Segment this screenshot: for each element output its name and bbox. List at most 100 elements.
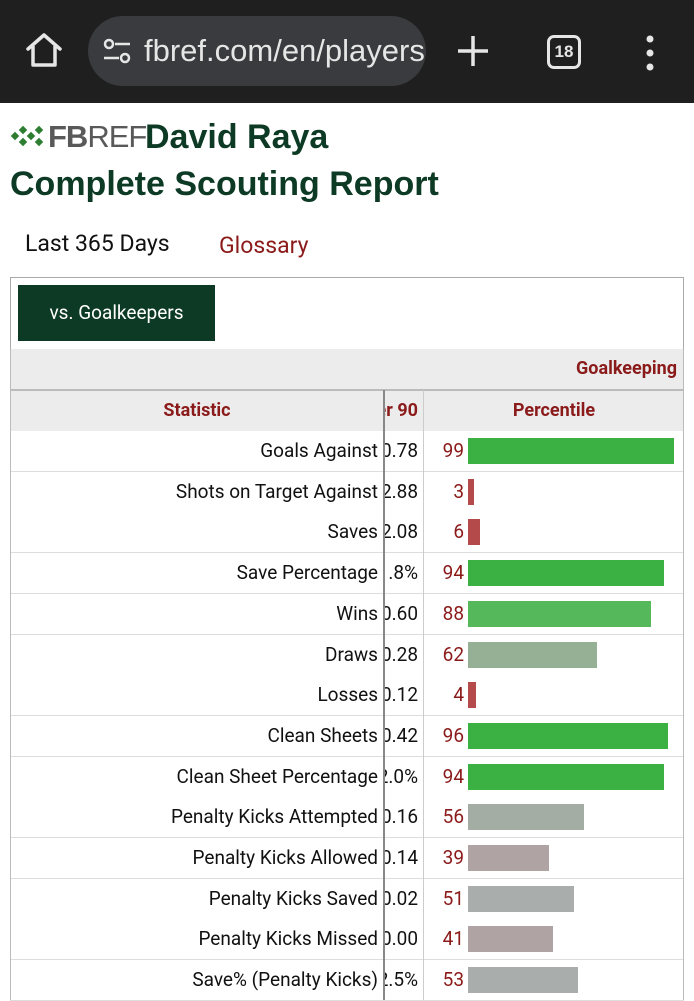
table-row: Draws 0.28 62 [10,634,684,676]
table-row: Clean Sheet Percentage42.0% 94 [10,756,684,798]
per90-value: 0.14 [384,846,418,869]
header-statistic[interactable]: Statistic [163,400,231,421]
per90-cell: 42.0% [384,757,424,797]
stat-name[interactable]: Losses [317,683,378,707]
per90-value: 71.8% [384,561,418,585]
browser-toolbar: fbref.com/en/players/ 18 [0,0,694,103]
group-label: Goalkeeping [576,358,677,379]
table-right-border [683,349,684,1000]
per90-value: 0.42 [384,723,418,747]
header-percentile[interactable]: Percentile [512,400,596,421]
percentile-bar [468,641,597,668]
stat-name[interactable]: Goals Against [260,439,378,462]
per90-cell: 2.88 [384,472,424,512]
per90-cell: 0.12 [384,675,424,715]
header-per90[interactable]: Per 90 [384,400,418,421]
per90-cell: 0.60 [384,594,424,634]
stat-name[interactable]: Clean Sheet Percentage [176,764,378,788]
percentile-value: 56 [442,805,464,829]
per90-cell: 0.28 [384,635,424,675]
per90-cell: 0.00 [384,919,424,959]
address-bar[interactable]: fbref.com/en/players/ [88,16,426,86]
percentile-bar [468,926,553,953]
per90-cell: 2.08 [384,512,424,552]
page-title: Complete Scouting Report [10,165,439,203]
vs-goalkeepers-button[interactable]: vs. Goalkeepers [18,285,215,341]
tab-switcher-button[interactable]: 18 [547,35,581,69]
stat-name[interactable]: Shots on Target Against [175,479,378,503]
group-header-row: Goalkeeping [10,349,684,390]
table-left-border [10,390,11,1000]
table-row: Goals Against 0.78 99 [10,431,684,472]
percentile-value: 62 [442,642,464,666]
per90-value: 2.88 [384,479,418,503]
table-row: Shots on Target Against 2.88 3 [10,471,684,513]
more-vert-icon[interactable] [640,33,660,73]
percentile-value: 94 [442,764,464,788]
stat-name[interactable]: Wins [336,601,378,625]
stat-name[interactable]: Draws [325,642,378,666]
percentile-bar [468,763,664,790]
url-text[interactable]: fbref.com/en/players/ [144,33,426,68]
table-row: Wins 0.60 88 [10,593,684,635]
per90-value: 0.12 [384,683,418,707]
percentile-bar [468,967,578,994]
per90-cell: 0.02 [384,879,424,919]
percentile-bar [468,804,584,831]
table-row: Saves 2.08 6 [10,512,684,554]
percentile-value: 94 [442,561,464,585]
per90-value: 0.02 [384,886,418,910]
table-row: Clean Sheets 0.42 96 [10,715,684,757]
fbref-logo-text[interactable]: FBREF [48,119,147,154]
per90-cell: 0.14 [384,838,424,878]
per90-value: 12.5% [384,968,418,992]
plus-icon[interactable] [456,34,490,68]
percentile-value: 41 [442,927,464,951]
percentile-bar [468,682,476,709]
percentile-bar [468,438,674,464]
percentile-value: 4 [453,683,464,707]
percentile-value: 51 [442,886,464,910]
per90-cell: 0.16 [384,797,424,837]
stat-name[interactable]: Penalty Kicks Attempted [170,805,378,829]
glossary-link[interactable]: Glossary [219,232,309,259]
stat-name[interactable]: Clean Sheets [267,723,378,747]
percentile-bar [468,885,574,912]
table-row: Penalty Kicks Missed 0.00 41 [10,919,684,961]
per90-cell: 12.5% [384,960,424,1000]
percentile-bar [468,560,664,587]
per90-value: 2.08 [384,520,418,544]
per90-value: 0.16 [384,805,418,829]
table-row: Penalty Kicks Saved 0.02 51 [10,878,684,920]
percentile-bar [468,845,549,871]
stat-name[interactable]: Penalty Kicks Allowed [192,846,378,869]
percentile-bar [468,600,651,627]
per90-value: 0.00 [384,927,418,951]
percentile-value: 99 [442,439,464,462]
per90-value: 42.0% [384,764,418,788]
percentile-value: 6 [453,520,464,544]
table-header: Statistic Per 90 Percentile [10,390,684,432]
table-row: Penalty Kicks Allowed 0.14 39 [10,838,684,879]
per90-cell: 71.8% [384,553,424,593]
stat-name[interactable]: Save% (Penalty Kicks) [192,968,378,992]
per90-value: 0.60 [384,601,418,625]
fbref-logo-icon[interactable] [10,123,50,153]
percentile-value: 96 [442,723,464,747]
stat-name[interactable]: Saves [327,520,378,544]
stat-name[interactable]: Penalty Kicks Missed [198,927,378,951]
percentile-bar [468,722,668,749]
range-label[interactable]: Last 365 Days [25,230,170,257]
percentile-value: 88 [442,601,464,625]
table-row: Penalty Kicks Attempted 0.16 56 [10,797,684,839]
stat-name[interactable]: Penalty Kicks Saved [208,886,378,910]
stat-name[interactable]: Save Percentage [236,561,378,585]
player-name: David Raya [145,118,329,156]
tune-icon[interactable] [102,38,132,64]
table-row: Losses 0.12 4 [10,675,684,717]
per90-value: 0.28 [384,642,418,666]
percentile-bar [468,478,474,505]
per90-value: 0.78 [384,439,418,462]
table-row: Save% (Penalty Kicks)12.5% 53 [10,960,684,1001]
home-icon[interactable] [24,30,64,70]
